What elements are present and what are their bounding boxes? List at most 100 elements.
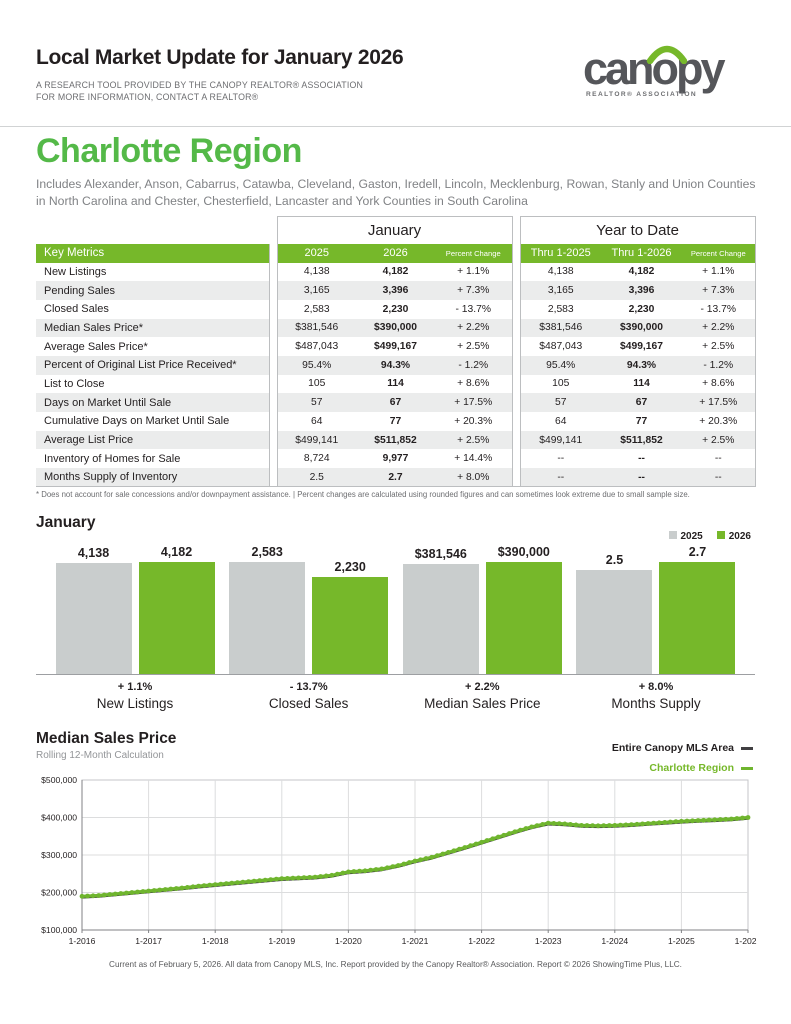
report-footer: Current as of February 5, 2026. All data…	[109, 960, 682, 969]
ytd-2025-cell: 3,165	[519, 281, 601, 300]
bar-percent-change: - 13.7%	[289, 681, 328, 693]
y-axis-label: $200,000	[41, 888, 77, 898]
ytd-2026-cell: 4,182	[628, 266, 655, 278]
ytd-2025-cell: 57	[519, 393, 601, 412]
jan-change-cell: + 8.6%	[435, 374, 513, 394]
table-row: Pending Sales 3,165 3,396 + 7.3% 3,165 3,396 +…	[36, 281, 756, 300]
metric-cell: Inventory of Homes for Sale	[36, 449, 270, 469]
jan-2025-cell: 8,724	[276, 449, 356, 469]
ytd-change-cell: + 8.6%	[682, 374, 756, 394]
legend-item-2026: 2026	[716, 531, 751, 542]
ytd-2025-cell: 95.4%	[519, 355, 601, 375]
bar-chart: 4,138 4,182 2,583 2,230 $381,546 $390,000 2.5 2…	[36, 534, 755, 674]
y-axis-label: $300,000	[41, 850, 77, 860]
jan-2026-cell: 4,182	[382, 266, 409, 278]
jan-change-cell: + 8.0%	[435, 468, 513, 488]
legend-item-charlotte: Charlotte Region	[612, 758, 753, 778]
gutter	[269, 300, 277, 319]
line-chart-title: Median Sales Price	[36, 730, 177, 747]
bar-value-label: 2.5	[605, 553, 624, 568]
legend-label-2026: 2026	[728, 531, 751, 542]
table-row: New Listings 4,138 4,182 + 1.1% 4,138 4,182 + …	[36, 262, 756, 282]
jan-2026-cell: $511,852	[356, 430, 435, 450]
bar-2026-column: 2,230	[312, 560, 389, 674]
bar-value-label: 2.7	[688, 545, 707, 559]
ytd-2025-cell: 2,583	[519, 299, 601, 319]
bar-2026-column: $390,000	[485, 545, 562, 674]
bar-category: + 1.1% New Listings	[52, 681, 218, 711]
gutter	[512, 431, 520, 450]
jan-2026-cell: 9,977	[382, 453, 409, 465]
ytd-change-cell: + 2.2%	[682, 318, 756, 338]
table-row: Average Sales Price* $487,043 $499,167 + 2.…	[36, 337, 756, 356]
bar-value-label: $390,000	[497, 545, 550, 559]
bar-2025-column: $381,546	[402, 547, 479, 674]
ytd-2026-cell: 94.3%	[601, 355, 682, 375]
metric-cell: Closed Sales	[36, 299, 270, 319]
jan-2025-cell: 57	[276, 393, 356, 412]
jan-2026-cell: $499,167	[374, 341, 417, 353]
col-header-2025: 2025	[276, 243, 356, 263]
bar-2026-column: 4,182	[138, 545, 215, 674]
metric-cell: Median Sales Price*	[36, 318, 270, 338]
report-subtitle-line1: A RESEARCH TOOL PROVIDED BY THE CANOPY R…	[36, 80, 364, 90]
gutter	[269, 393, 277, 412]
ytd-2025-cell: 64	[519, 412, 601, 431]
bar-value-label: 4,138	[77, 546, 110, 561]
bar-value-label: $381,546	[414, 547, 467, 562]
bar-group: 2.5 2.7	[573, 545, 739, 674]
bar-category-label: Median Sales Price	[424, 696, 541, 711]
gutter	[269, 431, 277, 450]
ytd-change-cell: --	[682, 468, 756, 488]
jan-2025-cell: $499,141	[276, 430, 356, 450]
gutter	[269, 263, 277, 282]
ytd-change-cell: - 1.2%	[682, 355, 756, 375]
report-subtitle-line2: FOR MORE INFORMATION, CONTACT A REALTOR®	[36, 92, 259, 102]
bar-percent-change: + 2.2%	[465, 681, 500, 693]
bar-category: + 2.2% Median Sales Price	[399, 681, 565, 711]
bar-category: + 8.0% Months Supply	[573, 681, 739, 711]
ytd-change-cell: + 2.5%	[682, 337, 756, 356]
bar-group: 4,138 4,182	[52, 545, 218, 674]
jan-2026-cell: $390,000	[356, 318, 435, 338]
bar-chart-title: January	[36, 514, 96, 531]
gutter	[512, 412, 520, 431]
gutter	[512, 375, 520, 394]
table-row: List to Close 105 114 + 8.6% 105 114 + 8.6%	[36, 374, 756, 394]
ytd-2026-cell: $511,852	[601, 430, 682, 450]
gutter	[512, 356, 520, 375]
jan-2026-cell: 2.7	[356, 468, 435, 488]
y-axis-label: $100,000	[41, 925, 77, 935]
col-header-percent-change-ytd: Percent Change	[682, 243, 756, 263]
region-description: Includes Alexander, Anson, Cabarrus, Cat…	[36, 177, 756, 208]
legend-label-charlotte: Charlotte Region	[649, 762, 734, 774]
gutter	[269, 468, 277, 488]
median-sales-price-line-chart: 1-2016 1-2017 1-2018 1-2019 1-2020 1-2021 1-20…	[41, 775, 757, 946]
ytd-2026-cell: 3,396	[601, 281, 682, 300]
jan-change-cell: + 17.5%	[435, 393, 513, 412]
canopy-logo: canopy REALTOR® ASSOCIATION	[583, 40, 753, 110]
bar-2025	[55, 563, 132, 674]
ytd-change-cell: + 20.3%	[682, 412, 756, 431]
bar-2025	[402, 564, 479, 674]
x-axis-label: 1-2018	[202, 936, 229, 946]
ytd-change-cell: + 17.5%	[682, 393, 756, 412]
x-axis-label: 1-2021	[402, 936, 429, 946]
bar-percent-change: + 8.0%	[638, 681, 674, 693]
table-row: Inventory of Homes for Sale 8,724 9,977 + 1…	[36, 449, 756, 469]
bar-value-label: 2,583	[251, 545, 283, 559]
jan-2025-cell: $381,546	[276, 318, 356, 338]
table-row: Closed Sales 2,583 2,230 - 13.7% 2,583 2,230 -…	[36, 299, 756, 319]
ytd-change-cell: + 7.3%	[682, 281, 756, 300]
metric-cell: Cumulative Days on Market Until Sale	[36, 412, 270, 431]
table-column-header-row: Key Metrics 2025 2026 Percent Change Thr…	[36, 243, 756, 263]
jan-2025-cell: 105	[276, 374, 356, 394]
ytd-change-cell: + 2.5%	[682, 430, 756, 450]
gutter	[512, 449, 520, 468]
gutter	[269, 375, 277, 394]
ytd-2026-cell: 2,230	[628, 303, 655, 315]
legend-label-mls-area: Entire Canopy MLS Area	[611, 742, 734, 754]
gutter	[512, 281, 520, 300]
gutter	[269, 356, 277, 375]
